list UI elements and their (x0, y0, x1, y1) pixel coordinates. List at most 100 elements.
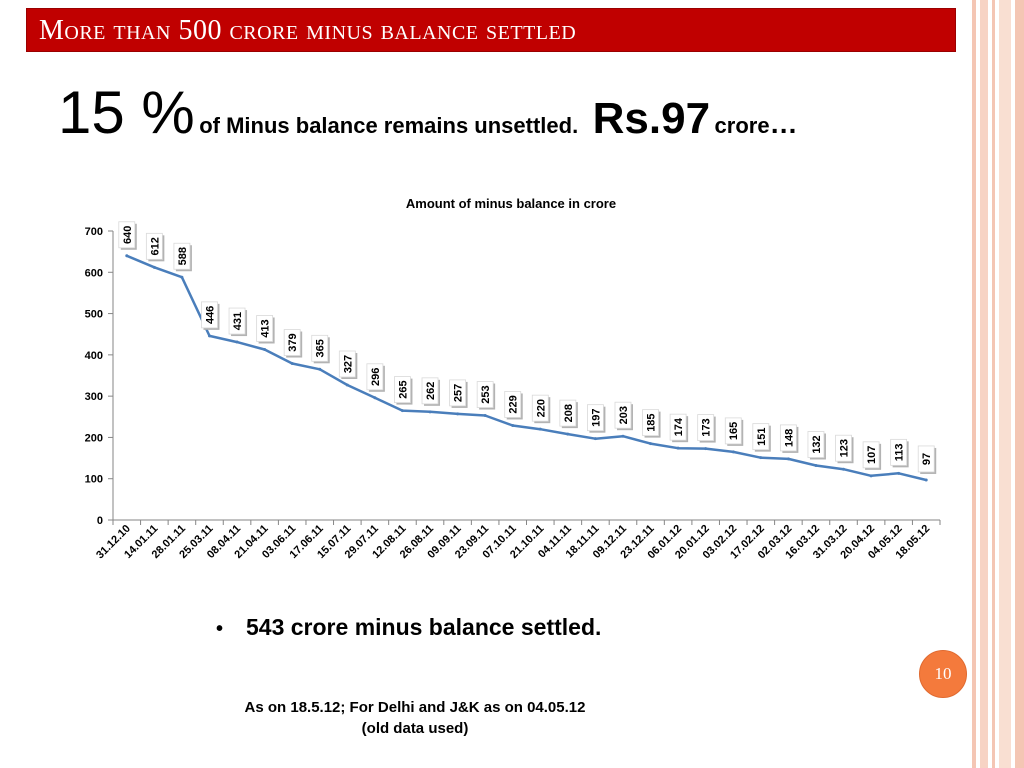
data-label-box (394, 376, 411, 403)
side-stripe-4 (999, 0, 1011, 768)
data-label: 107 (866, 446, 878, 464)
data-point (593, 437, 597, 441)
slide-title: More than 500 crore minus balance settle… (39, 15, 577, 46)
data-label-box (835, 434, 852, 462)
data-point (180, 275, 184, 279)
headline-percent: 15 % (58, 79, 195, 146)
footnote: As on 18.5.12; For Delhi and J&K as on 0… (190, 697, 640, 739)
headline: 15 % of Minus balance remains unsettled.… (58, 78, 798, 147)
data-label: 327 (342, 355, 354, 373)
data-label: 253 (480, 385, 492, 403)
data-label: 148 (783, 429, 795, 447)
data-label: 174 (673, 417, 685, 436)
data-label-box (559, 399, 577, 427)
side-stripe-1 (972, 0, 976, 768)
data-label: 265 (397, 380, 409, 398)
data-label: 640 (122, 226, 134, 244)
page-number-badge: 10 (919, 650, 967, 698)
data-point (924, 478, 928, 482)
data-point (676, 446, 680, 450)
data-point (704, 447, 708, 451)
data-label-box (145, 232, 163, 260)
side-stripe-2 (980, 0, 988, 768)
data-point (759, 456, 763, 460)
data-point (869, 474, 873, 478)
data-point (290, 362, 294, 366)
data-point (814, 464, 818, 468)
y-tick-label: 400 (85, 350, 103, 362)
data-label: 612 (149, 237, 161, 255)
bullet-point: • 543 crore minus balance settled. (216, 614, 601, 641)
data-point (538, 427, 542, 431)
y-tick-label: 300 (85, 391, 103, 403)
data-label: 588 (177, 247, 189, 265)
y-tick-label: 700 (85, 226, 103, 238)
data-point (621, 434, 625, 438)
data-point (731, 450, 735, 454)
data-label-box (283, 329, 301, 356)
data-label-box (338, 350, 356, 378)
data-label: 262 (425, 382, 437, 400)
y-tick-label: 200 (85, 432, 103, 444)
data-point (649, 442, 653, 446)
data-label-box (752, 423, 770, 451)
data-label: 296 (370, 368, 382, 386)
data-point (152, 265, 156, 269)
data-label-box (421, 377, 439, 405)
data-label: 132 (811, 435, 823, 453)
data-label-box (724, 417, 742, 445)
series-line (126, 254, 927, 482)
data-label: 123 (839, 439, 851, 457)
data-label-box (311, 334, 329, 362)
data-point (207, 334, 211, 338)
data-label: 413 (260, 319, 272, 337)
data-point (318, 367, 322, 371)
data-label: 197 (590, 408, 602, 426)
data-point (566, 432, 570, 436)
data-label-box (669, 413, 687, 441)
data-label: 113 (894, 443, 906, 461)
data-point (400, 409, 404, 413)
y-tick-label: 600 (85, 267, 103, 279)
data-label: 97 (921, 453, 933, 465)
data-label-box (807, 431, 825, 458)
data-point (373, 396, 377, 400)
data-point (897, 471, 901, 475)
data-label: 220 (535, 399, 547, 417)
headline-unit: crore (714, 113, 770, 138)
data-label: 446 (204, 306, 216, 324)
data-label-box (531, 394, 549, 422)
data-label-box (779, 424, 797, 452)
data-label-box (449, 379, 466, 407)
data-point (263, 347, 267, 351)
headline-amount: Rs.97 (592, 94, 711, 143)
data-label-box (890, 438, 908, 466)
data-point (345, 383, 349, 387)
y-tick-label: 100 (85, 474, 103, 486)
data-point (456, 412, 460, 416)
footnote-line-2: (old data used) (361, 720, 469, 737)
data-label-box (173, 242, 191, 270)
data-label: 151 (756, 427, 768, 445)
data-label: 173 (701, 418, 713, 436)
data-label-box (862, 441, 880, 469)
data-label-box (228, 307, 246, 335)
data-label-box (476, 381, 494, 408)
headline-text: of Minus balance remains unsettled. (199, 113, 579, 138)
data-label-box (614, 401, 632, 429)
y-tick-label: 500 (85, 309, 103, 321)
data-label-box (366, 363, 384, 391)
side-stripe-5 (1015, 0, 1024, 768)
data-label: 431 (232, 312, 244, 330)
data-label: 203 (618, 406, 630, 424)
data-label: 379 (287, 333, 299, 351)
y-tick-label: 0 (97, 515, 103, 527)
data-label-box (917, 445, 935, 473)
data-label-box (697, 414, 715, 441)
data-point (428, 410, 432, 414)
title-bar: More than 500 crore minus balance settle… (26, 8, 956, 52)
bullet-dot-icon: • (216, 618, 224, 640)
data-label: 185 (646, 413, 658, 431)
headline-ellipsis: … (769, 108, 798, 139)
